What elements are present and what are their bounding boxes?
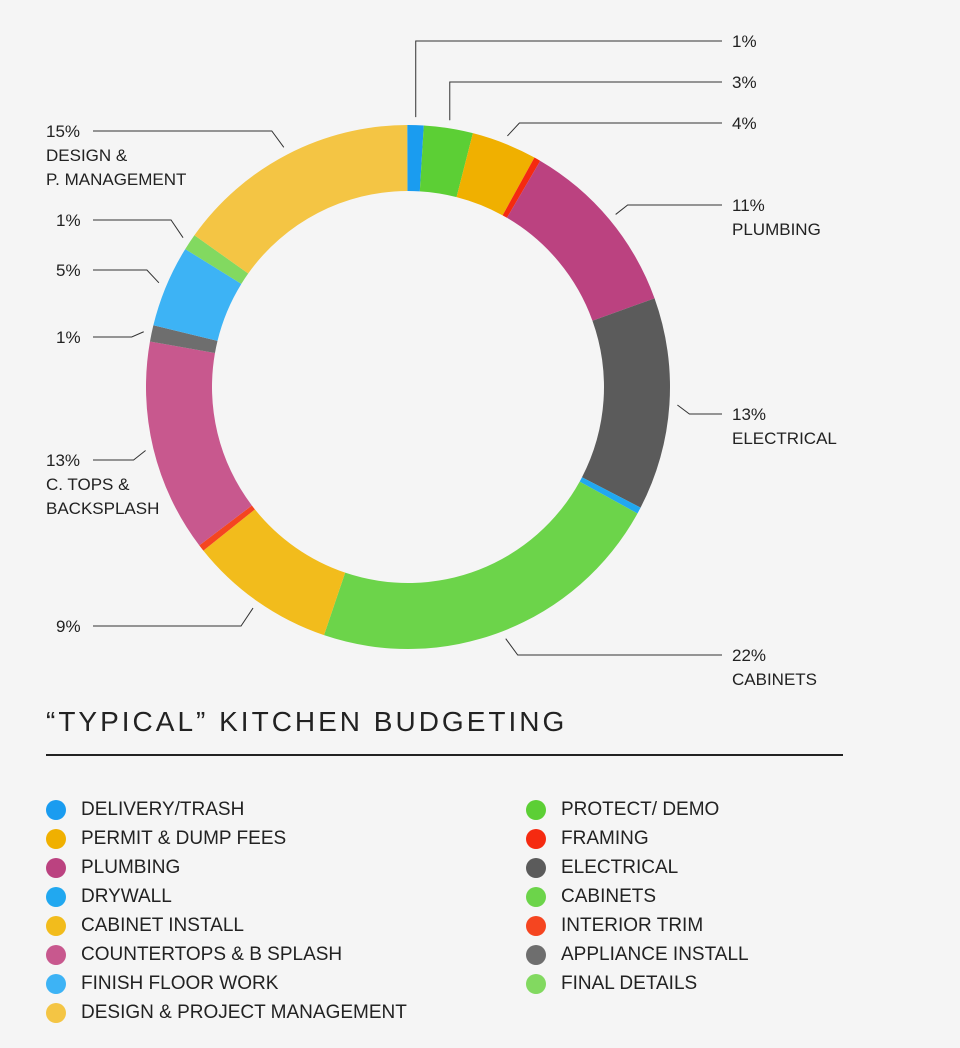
legend-swatch [526,944,546,965]
slice-percent-label: 13% [732,405,766,424]
chart-title: “TYPICAL” KITCHEN BUDGETING [46,706,568,737]
legend-label: DELIVERY/TRASH [81,798,245,820]
slice-appliance-install [149,325,218,354]
legend-left-column: DELIVERY/TRASH PERMIT & DUMP FEES PLUMBING… [46,795,407,1027]
legend-swatch [46,886,66,907]
legend-swatch [526,857,546,878]
leader-line-design-project-management [93,130,285,148]
leader-line-appliance-install [93,331,144,338]
legend-label: PROTECT/ DEMO [561,798,720,820]
legend-swatch [526,799,546,820]
legend-item-appliance-install: APPLIANCE INSTALL [526,940,749,969]
legend-label: COUNTERTOPS & B SPLASH [81,943,343,965]
legend-item-countertops-b-splash: COUNTERTOPS & B SPLASH [46,940,407,969]
legend-item-framing: FRAMING [526,824,749,853]
legend-label: DRYWALL [81,885,172,907]
leader-line-electrical [677,404,722,415]
slice-name-label: P. MANAGEMENT [46,170,186,189]
slice-framing [502,157,541,218]
legend-label: FINAL DETAILS [561,972,698,994]
slice-name-label: C. TOPS & [46,475,130,494]
slice-finish-floor-work [153,249,242,341]
leader-line-final-details [93,219,184,238]
slice-cabinet-install [203,509,346,636]
leader-lines [93,40,722,656]
legend-label: ELECTRICAL [561,856,679,878]
slice-drywall [579,477,641,514]
legend-swatch [46,799,66,820]
legend-label: CABINETS [561,885,657,907]
slice-percent-label: 11% [732,196,765,215]
legend-swatch [46,828,66,849]
legend-swatch [526,915,546,936]
legend-item-protect-demo: PROTECT/ DEMO [526,795,749,824]
slice-name-label: ELECTRICAL [732,429,837,448]
leader-line-cabinets [505,638,722,656]
legend-swatch [46,857,66,878]
leader-line-cabinet-install [93,607,254,627]
slice-name-label: CABINETS [732,670,817,689]
legend-swatch [526,886,546,907]
slice-delivery-trash [407,125,424,192]
slice-percent-label: 13% [46,451,80,470]
leader-line-delivery-trash [415,40,722,118]
legend-label: FRAMING [561,827,649,849]
legend-swatch [46,1002,66,1023]
legend-item-design-project-management: DESIGN & PROJECT MANAGEMENT [46,998,407,1027]
leader-line-finish-floor-work [93,269,160,284]
slice-protect-demo [419,125,473,198]
slice-percent-label: 4% [732,114,757,133]
legend-item-finish-floor-work: FINISH FLOOR WORK [46,969,407,998]
legend-label: CABINET INSTALL [81,914,244,936]
donut-slices [146,125,670,649]
leader-line-permit-dump-fees [507,122,722,137]
leader-line-countertops-b-splash [93,450,146,461]
legend-right-column: PROTECT/ DEMO FRAMING ELECTRICAL CABINETS IN… [526,795,749,998]
legend-swatch [46,973,66,994]
legend-item-plumbing: PLUMBING [46,853,407,882]
legend-item-delivery-trash: DELIVERY/TRASH [46,795,407,824]
slice-cabinets [324,481,638,649]
legend-item-interior-trim: INTERIOR TRIM [526,911,749,940]
legend-label: APPLIANCE INSTALL [561,943,749,965]
leader-line-protect-demo [449,81,722,121]
legend-item-final-details: FINAL DETAILS [526,969,749,998]
slice-percent-label: 22% [732,646,766,665]
slice-percent-label: 5% [56,261,81,280]
slice-percent-label: 15% [46,122,80,141]
legend-item-drywall: DRYWALL [46,882,407,911]
legend-swatch [526,828,546,849]
slice-permit-dump-fees [456,133,535,216]
legend-label: FINISH FLOOR WORK [81,972,279,994]
legend-item-permit-dump-fees: PERMIT & DUMP FEES [46,824,407,853]
legend-swatch [526,973,546,994]
legend-swatch [46,915,66,936]
leader-line-plumbing [615,204,722,215]
slice-design-project-management [194,125,408,274]
slice-name-label: DESIGN & [46,146,128,165]
legend-item-electrical: ELECTRICAL [526,853,749,882]
slice-percent-label: 3% [732,73,757,92]
slice-percent-label: 1% [56,211,81,230]
legend-label: DESIGN & PROJECT MANAGEMENT [81,1001,407,1023]
slice-countertops-b-splash [146,341,252,546]
slice-plumbing [506,160,655,321]
slice-labels: 1% 3% 4% 11% PLUMBING 13% ELECTRICAL 22% CABINET… [46,32,837,689]
donut-chart: 1% 3% 4% 11% PLUMBING 13% ELECTRICAL 22% CABINET… [46,32,837,689]
title-rule [46,754,843,756]
slice-percent-label: 9% [56,617,81,636]
slice-name-label: PLUMBING [732,220,821,239]
slice-percent-label: 1% [732,32,757,51]
legend-swatch [46,944,66,965]
legend-label: INTERIOR TRIM [561,914,704,936]
legend-label: PLUMBING [81,856,181,878]
slice-percent-label: 1% [56,328,81,347]
legend-item-cabinets: CABINETS [526,882,749,911]
slice-name-label: BACKSPLASH [46,499,159,518]
slice-electrical [581,298,670,508]
slice-interior-trim [199,505,255,551]
legend-item-cabinet-install: CABINET INSTALL [46,911,407,940]
legend-label: PERMIT & DUMP FEES [81,827,287,849]
slice-final-details [185,235,249,284]
